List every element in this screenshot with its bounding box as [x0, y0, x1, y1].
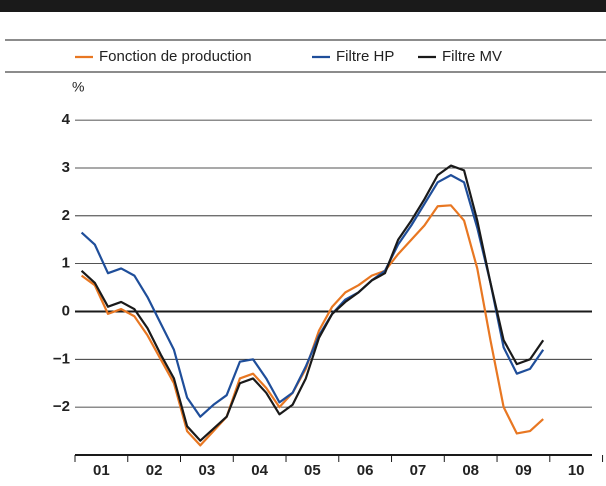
- y-tick-label: 2: [62, 207, 70, 224]
- y-axis-unit: %: [72, 79, 84, 95]
- x-tick-label: 01: [93, 462, 110, 479]
- x-tick-label: 03: [199, 462, 216, 479]
- top-bar: [0, 0, 606, 12]
- y-tick-label: −2: [53, 398, 70, 415]
- y-tick-label: 4: [62, 111, 71, 128]
- legend-label: Fonction de production: [99, 48, 252, 65]
- legend-label: Filtre HP: [336, 48, 394, 65]
- x-tick-label: 09: [515, 462, 532, 479]
- x-tick-label: 05: [304, 462, 321, 479]
- series-line: [80, 174, 545, 418]
- y-tick-label: 1: [62, 255, 70, 272]
- x-tick-label: 10: [568, 462, 585, 479]
- series-line: [80, 164, 545, 442]
- y-tick-label: 3: [62, 159, 70, 176]
- x-tick-label: 08: [462, 462, 479, 479]
- legend-label: Filtre MV: [442, 48, 502, 65]
- x-tick-label: 06: [357, 462, 374, 479]
- x-tick-label: 04: [251, 462, 268, 479]
- x-tick-label: 02: [146, 462, 163, 479]
- y-tick-label: 0: [62, 302, 70, 319]
- x-tick-label: 07: [410, 462, 427, 479]
- y-tick-label: −1: [53, 350, 70, 367]
- series-line: [80, 204, 544, 447]
